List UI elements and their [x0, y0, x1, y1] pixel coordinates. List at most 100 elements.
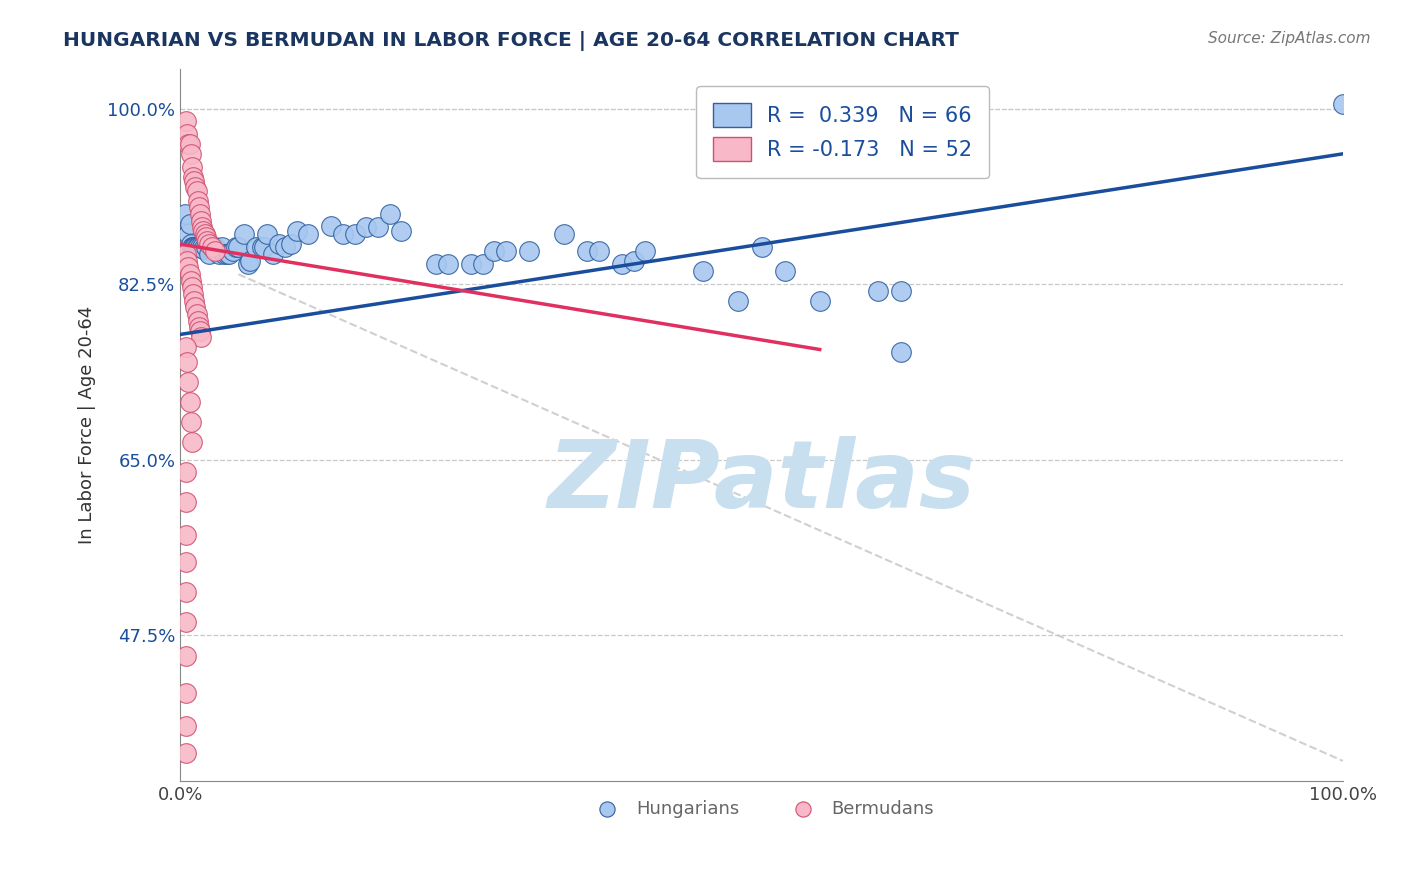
- Point: [188, 325, 211, 339]
- Point: [256, 227, 278, 241]
- Point: [201, 240, 224, 254]
- Point: [184, 180, 207, 194]
- Legend: Hungarians, Bermudans: Hungarians, Bermudans: [582, 793, 941, 825]
- Point: [186, 240, 208, 254]
- Point: [808, 294, 831, 309]
- Point: [194, 230, 217, 244]
- Point: [174, 528, 197, 542]
- Point: [218, 247, 240, 261]
- Point: [253, 240, 276, 254]
- Point: [177, 260, 200, 275]
- Point: [180, 237, 202, 252]
- Point: [186, 184, 208, 198]
- Point: [198, 247, 221, 261]
- Point: [180, 146, 202, 161]
- Point: [174, 341, 197, 355]
- Point: [250, 240, 273, 254]
- Point: [332, 227, 354, 241]
- Text: HUNGARIAN VS BERMUDAN IN LABOR FORCE | AGE 20-64 CORRELATION CHART: HUNGARIAN VS BERMUDAN IN LABOR FORCE | A…: [63, 31, 959, 51]
- Point: [179, 217, 201, 231]
- Point: [180, 434, 202, 449]
- Point: [215, 247, 238, 261]
- Point: [890, 285, 912, 299]
- Point: [389, 224, 412, 238]
- Point: [181, 240, 204, 254]
- Point: [188, 240, 211, 254]
- Point: [184, 301, 207, 315]
- Point: [176, 127, 198, 141]
- Point: [214, 247, 236, 261]
- Point: [773, 264, 796, 278]
- Point: [179, 136, 201, 151]
- Point: [193, 224, 215, 238]
- Point: [179, 267, 201, 281]
- Point: [187, 194, 209, 208]
- Point: [1331, 96, 1354, 111]
- Point: [183, 174, 205, 188]
- Point: [187, 320, 209, 334]
- Point: [177, 227, 200, 241]
- Point: [174, 648, 197, 663]
- Point: [176, 354, 198, 368]
- Point: [280, 237, 302, 252]
- Point: [180, 274, 202, 288]
- Point: [181, 169, 204, 184]
- Point: [321, 219, 343, 233]
- Point: [191, 240, 214, 254]
- Point: [588, 244, 610, 259]
- Point: [297, 227, 319, 241]
- Point: [174, 465, 197, 479]
- Point: [460, 257, 482, 271]
- Point: [187, 200, 209, 214]
- Text: ZIPatlas: ZIPatlas: [547, 436, 976, 528]
- Point: [553, 227, 575, 241]
- Point: [187, 314, 209, 328]
- Point: [267, 237, 290, 252]
- Point: [187, 240, 209, 254]
- Point: [186, 307, 208, 321]
- Point: [517, 244, 540, 259]
- Point: [195, 234, 218, 248]
- Point: [174, 746, 197, 760]
- Point: [866, 285, 889, 299]
- Point: [180, 240, 202, 254]
- Point: [211, 240, 233, 254]
- Point: [890, 344, 912, 359]
- Point: [262, 247, 284, 261]
- Point: [471, 257, 494, 271]
- Point: [239, 254, 262, 268]
- Point: [201, 240, 224, 254]
- Point: [176, 254, 198, 268]
- Point: [180, 415, 202, 429]
- Point: [228, 240, 250, 254]
- Point: [184, 240, 207, 254]
- Point: [181, 287, 204, 301]
- Point: [190, 330, 212, 344]
- Point: [174, 207, 197, 221]
- Point: [623, 254, 645, 268]
- Point: [188, 207, 211, 221]
- Point: [193, 242, 215, 256]
- Point: [343, 227, 366, 241]
- Point: [274, 240, 297, 254]
- Point: [174, 719, 197, 733]
- Point: [190, 214, 212, 228]
- Point: [198, 237, 221, 252]
- Point: [204, 244, 226, 259]
- Point: [576, 244, 599, 259]
- Point: [233, 227, 256, 241]
- Point: [174, 113, 197, 128]
- Text: Source: ZipAtlas.com: Source: ZipAtlas.com: [1208, 31, 1371, 46]
- Point: [177, 136, 200, 151]
- Point: [207, 247, 229, 261]
- Point: [285, 224, 308, 238]
- Point: [425, 257, 447, 271]
- Point: [180, 280, 202, 294]
- Point: [634, 244, 657, 259]
- Point: [751, 240, 773, 254]
- Point: [174, 686, 197, 700]
- Point: [236, 257, 259, 271]
- Point: [179, 394, 201, 409]
- Point: [436, 257, 458, 271]
- Point: [482, 244, 505, 259]
